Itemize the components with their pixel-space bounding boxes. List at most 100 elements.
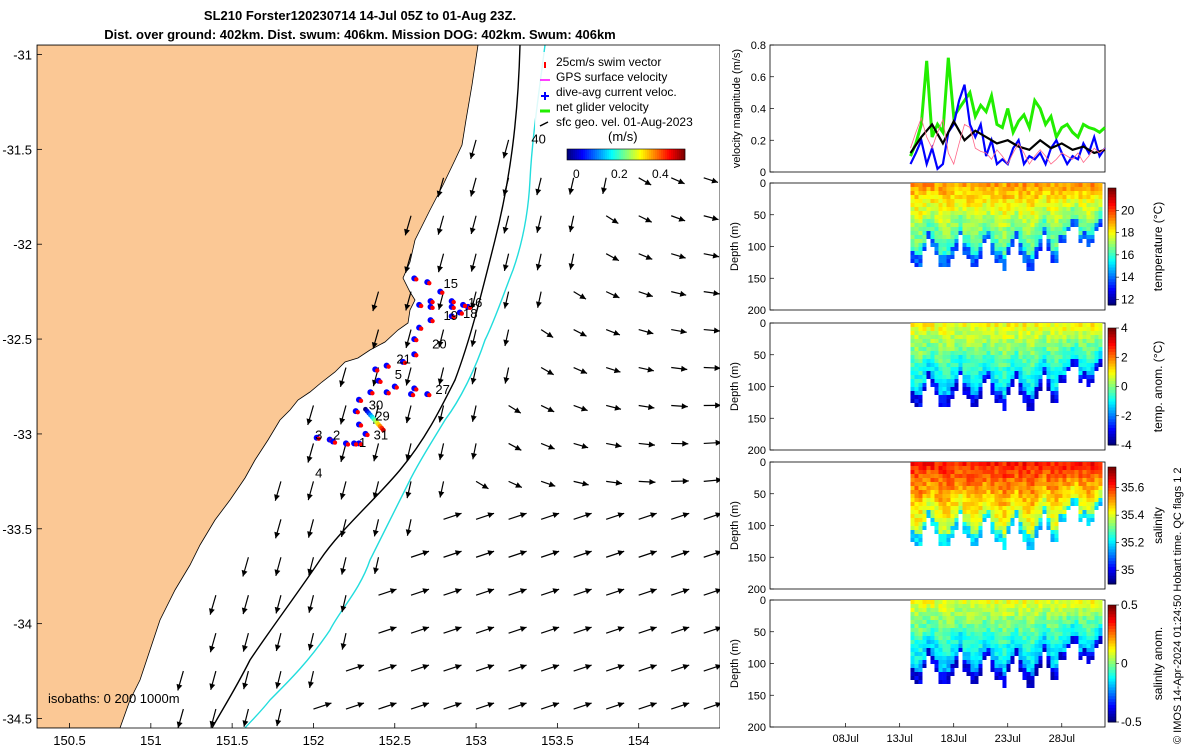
- map-legend: 25cm/s swim vector GPS surface velocity …: [535, 52, 715, 132]
- salinity-y-tick-2: 100: [748, 521, 766, 533]
- map-x-tick-6: 153.5: [541, 733, 574, 748]
- title-line1: SL210 Forster120230714 14-Jul 05Z to 01-…: [203, 8, 517, 23]
- map-y-tick-6: -34: [13, 617, 32, 632]
- sal-anom-y-tick-2: 100: [748, 659, 766, 671]
- legend-dive: dive-avg current veloc.: [556, 85, 677, 99]
- side-charts: 0 0.2 0.4 0.6 0.8 velocity magnitude (m/s) 0 50…: [729, 40, 1165, 745]
- colorbar-tick-0: 0: [573, 167, 580, 181]
- velocity-panel: 0 0.2 0.4 0.6 0.8 velocity magnitude (m/s): [731, 40, 1106, 179]
- day-label-15: 15: [444, 276, 458, 291]
- map-x-tick-7: 154: [628, 733, 650, 748]
- glider-track: [313, 275, 473, 447]
- day-label-29: 29: [375, 409, 389, 424]
- sal-anom-ylabel: Depth (m): [729, 639, 741, 688]
- temp-anom-panel: 0 50 100 150 200 Depth (m) -4 -2 0 2 4 temp. anom. …: [729, 318, 1165, 457]
- map-y-tick-0: -31: [13, 47, 32, 62]
- sal-anom-y-tick-3: 150: [748, 690, 766, 702]
- velocity-y-tick-1: 0.2: [751, 135, 766, 147]
- sal-anom-y-tick-1: 50: [754, 627, 766, 639]
- map-y-tick-3: -32.5: [2, 332, 32, 347]
- sal-anom-panel: 0 50 100 150 200 Depth (m) -0.5 0 0.5 salinity an…: [729, 595, 1165, 745]
- day-label-18: 18: [463, 306, 477, 321]
- day-label-1: 1: [359, 435, 366, 450]
- temperature-cbar-tick-1: 14: [1121, 270, 1135, 284]
- temperature-y-tick-3: 150: [748, 273, 766, 285]
- temp-anom-cbar-tick-1: -2: [1121, 409, 1132, 423]
- temperature-cbar-label: temperature (°C): [1151, 202, 1165, 292]
- salinity-panel: 0 50 100 150 200 Depth (m) 35 35.2 35.4 35.6 salin…: [729, 457, 1165, 596]
- day-label-3: 3: [315, 428, 322, 443]
- velocity-series-0: [909, 57, 1106, 157]
- salinity-y-tick-1: 50: [754, 489, 766, 501]
- land-mass: [37, 45, 479, 728]
- velocity-y-tick-3: 0.6: [751, 72, 766, 84]
- salinity-cbar-tick-0: 35: [1121, 563, 1135, 577]
- day-label-5: 5: [395, 367, 402, 382]
- day-label-31: 31: [374, 428, 388, 443]
- current-vector-field: [176, 139, 720, 728]
- temperature-ylabel: Depth (m): [729, 222, 741, 271]
- temperature-y-tick-0: 0: [760, 178, 766, 190]
- salinity-ylabel: Depth (m): [729, 501, 741, 550]
- temp-anom-cbar-tick-4: 4: [1121, 321, 1128, 335]
- day-label-2: 2: [333, 428, 340, 443]
- section-x-tick-1: 13Jul: [887, 733, 913, 745]
- temp-anom-cbar-label: temp. anom. (°C): [1151, 341, 1165, 433]
- map-x-tick-5: 153: [465, 733, 487, 748]
- map-y-tick-4: -33: [13, 427, 32, 442]
- section-x-tick-3: 23Jul: [995, 733, 1021, 745]
- isobath-1000: [244, 45, 546, 728]
- sal-anom-cbar-label: salinity anom.: [1151, 627, 1165, 700]
- map-x-tick-3: 152: [303, 733, 325, 748]
- temp-anom-cbar-tick-0: -4: [1121, 438, 1132, 452]
- isobath-label: isobaths: 0 200 1000m: [48, 691, 180, 706]
- legend-sfc: sfc geo. vel. 01-Aug-2023: [556, 115, 693, 129]
- day-label-20: 20: [432, 337, 446, 352]
- temperature-y-tick-1: 50: [754, 210, 766, 222]
- colorbar-tick-1: 0.2: [611, 167, 628, 181]
- temperature-cbar-tick-4: 20: [1121, 203, 1135, 217]
- velocity-y-tick-4: 0.8: [751, 40, 766, 52]
- temp-anom-y-tick-1: 50: [754, 350, 766, 362]
- temperature-panel: 0 50 100 150 200 Depth (m) 12 14 16 18 20 temperatu…: [729, 178, 1165, 317]
- map-x-tick-0: 150.5: [53, 733, 86, 748]
- day-label-30: 30: [369, 397, 383, 412]
- day-label-40: 40: [531, 132, 545, 147]
- temp-anom-y-tick-2: 100: [748, 382, 766, 394]
- salinity-cbar-tick-3: 35.6: [1121, 481, 1145, 495]
- velocity-y-tick-2: 0.4: [751, 104, 766, 116]
- velocity-y-tick-0: 0: [760, 167, 766, 179]
- temperature-cbar-tick-2: 16: [1121, 248, 1135, 262]
- temp-anom-y-tick-4: 200: [748, 445, 766, 457]
- map-y-tick-2: -32: [13, 237, 32, 252]
- map-y-tick-1: -31.5: [2, 142, 32, 157]
- map-y-tick-7: -34.5: [2, 712, 32, 727]
- sal-anom-cbar-tick-2: 0.5: [1121, 598, 1138, 612]
- map-colorbar: (m/s) 0 0.2 0.4: [566, 129, 686, 181]
- velocity-series-2: [909, 118, 1106, 155]
- temperature-cbar-tick-0: 12: [1121, 292, 1135, 306]
- colorbar-label: (m/s): [608, 129, 638, 144]
- legend-swim: 25cm/s swim vector: [556, 55, 661, 69]
- day-label-16: 16: [468, 295, 482, 310]
- map-x-tick-1: 151: [140, 733, 162, 748]
- temp-anom-ylabel: Depth (m): [729, 362, 741, 411]
- temp-anom-cbar-tick-2: 0: [1121, 380, 1128, 394]
- velocity-ylabel: velocity magnitude (m/s): [731, 49, 743, 168]
- salinity-cbar-tick-1: 35.2: [1121, 536, 1145, 550]
- legend-net: net glider velocity: [556, 100, 649, 114]
- day-label-19: 19: [444, 308, 458, 323]
- salinity-y-tick-0: 0: [760, 457, 766, 469]
- salinity-y-tick-3: 150: [748, 552, 766, 564]
- day-label-27: 27: [435, 382, 449, 397]
- temperature-cbar-tick-3: 18: [1121, 226, 1135, 240]
- temp-anom-y-tick-3: 150: [748, 413, 766, 425]
- footer-note: © IMOS 14-Apr-2024 01:24:50 Hobart time.…: [1172, 467, 1184, 744]
- salinity-cbar-label: salinity: [1151, 507, 1165, 544]
- day-label-4: 4: [315, 466, 322, 481]
- map-y-tick-5: -33.5: [2, 522, 32, 537]
- sal-anom-cbar-tick-0: -0.5: [1121, 715, 1142, 729]
- map-x-tick-2: 151.5: [216, 733, 249, 748]
- sal-anom-cbar-tick-1: 0: [1121, 657, 1128, 671]
- temperature-y-tick-2: 100: [748, 242, 766, 254]
